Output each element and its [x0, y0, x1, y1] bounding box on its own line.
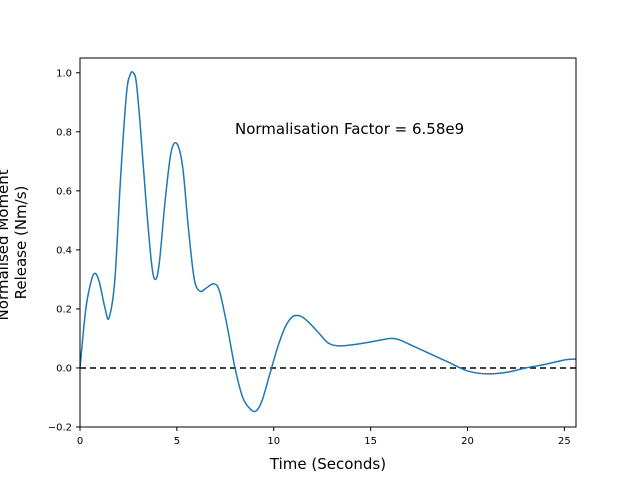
y-tick-label: 0.4: [56, 245, 72, 256]
x-tick-label: 20: [461, 436, 474, 447]
x-axis-label: Time (Seconds): [269, 455, 386, 473]
x-tick-label: 0: [77, 436, 83, 447]
x-tick-label: 15: [364, 436, 377, 447]
x-tick-label: 10: [267, 436, 280, 447]
y-axis-label: Normalised Moment Release (Nm/s): [0, 165, 30, 321]
y-tick-label: 0.6: [56, 186, 72, 197]
y-tick-label: 0.0: [56, 363, 72, 374]
y-axis: −0.2 0.0 0.2 0.4 0.6 0.8 1.0: [48, 68, 80, 434]
y-tick-label: 0.8: [56, 127, 72, 138]
y-axis-label-line-2: Release (Nm/s): [12, 186, 30, 300]
x-tick-label: 5: [174, 436, 180, 447]
y-tick-label: 0.2: [56, 304, 72, 315]
x-axis: 0 5 10 15 20 25: [77, 427, 571, 447]
x-tick-label: 25: [558, 436, 571, 447]
y-tick-label: 1.0: [56, 68, 72, 79]
normalisation-annotation: Normalisation Factor = 6.58e9: [235, 120, 464, 138]
y-axis-label-line-1: Normalised Moment: [0, 169, 12, 320]
y-tick-label: −0.2: [48, 423, 72, 434]
plot-frame: [79, 57, 577, 428]
series-line: [79, 70, 577, 413]
